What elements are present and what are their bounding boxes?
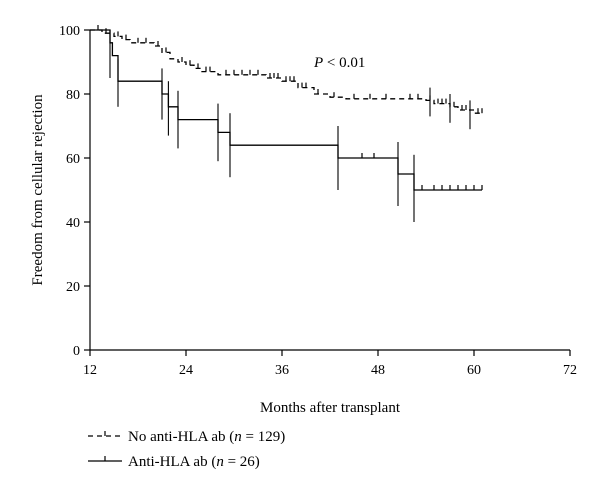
- plot-area: 0 20 40 60 80 100 12 24 36 48 60 72: [59, 24, 577, 378]
- p-value-text: < 0.01: [323, 55, 365, 71]
- x-tick-label: 24: [179, 363, 193, 378]
- series-layer: [90, 25, 483, 191]
- y-tick-label: 60: [66, 152, 80, 167]
- y-axis-ticks: 0 20 40 60 80 100: [59, 24, 90, 359]
- legend-item-anti-hla: Anti-HLA ab (n = 26): [88, 454, 260, 470]
- legend-label-prefix: Anti-HLA ab (: [128, 454, 216, 470]
- x-tick-label: 12: [83, 363, 97, 378]
- legend-item-no-anti-hla: No anti-HLA ab (n = 129): [88, 429, 285, 445]
- y-axis-title: Freedom from cellular rejection: [30, 94, 46, 286]
- y-tick-label: 100: [59, 24, 80, 39]
- x-axis-title: Months after transplant: [260, 400, 401, 416]
- x-tick-label: 72: [563, 363, 577, 378]
- x-tick-label: 60: [467, 363, 481, 378]
- series-line-no-anti-hla: [90, 29, 482, 114]
- legend-label-anti-hla: Anti-HLA ab (n = 26): [128, 454, 260, 470]
- legend-label-suffix: = 129): [242, 429, 285, 445]
- y-tick-label: 80: [66, 88, 80, 103]
- y-tick-label: 40: [66, 216, 80, 231]
- series-line-anti-hla: [90, 29, 482, 191]
- legend-label-n: n: [234, 429, 242, 445]
- x-tick-label: 48: [371, 363, 385, 378]
- x-tick-label: 36: [275, 363, 289, 378]
- legend-label-prefix: No anti-HLA ab (: [128, 429, 234, 445]
- y-tick-label: 0: [73, 344, 80, 359]
- legend-label-n: n: [216, 454, 224, 470]
- p-value-annotation: P < 0.01: [313, 55, 365, 71]
- x-axis-ticks: 12 24 36 48 60 72: [83, 350, 577, 378]
- legend-label-suffix: = 26): [224, 454, 260, 470]
- y-tick-label: 20: [66, 280, 80, 295]
- p-value-symbol: P: [313, 55, 323, 71]
- legend: No anti-HLA ab (n = 129) Anti-HLA ab (n …: [88, 429, 285, 470]
- legend-label-no-anti-hla: No anti-HLA ab (n = 129): [128, 429, 285, 445]
- error-bars: [109, 30, 471, 222]
